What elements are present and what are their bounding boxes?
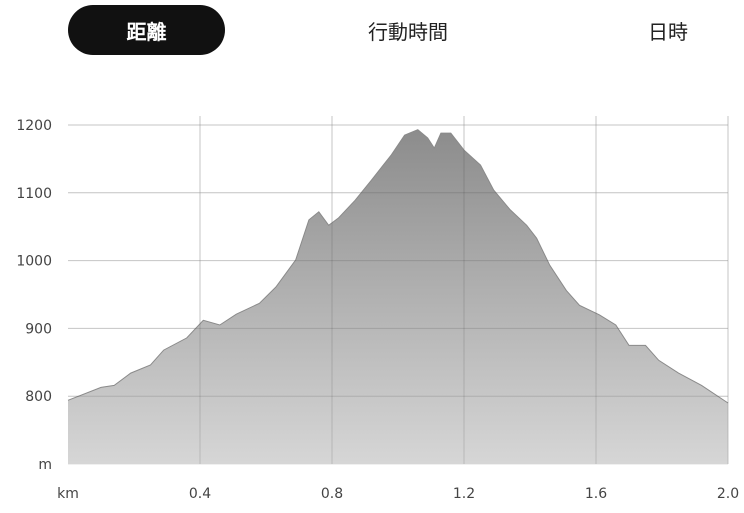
y-unit-label: m <box>38 457 52 473</box>
area-layer <box>67 129 729 464</box>
y-tick-label-800: 800 <box>25 389 52 405</box>
tab-activity-time[interactable]: 行動時間 <box>338 5 478 55</box>
y-tick-label-1000: 1000 <box>16 254 52 270</box>
x-tick-label-0.8: 0.8 <box>321 486 343 502</box>
tab-distance[interactable]: 距離 <box>68 5 225 55</box>
y-tick-label-900: 900 <box>25 321 52 337</box>
grid-lines <box>68 116 729 464</box>
x-tick-label-2: 2.0 <box>717 486 739 502</box>
y-tick-label-1200: 1200 <box>16 118 52 134</box>
tab-activity-time-label: 行動時間 <box>368 19 448 44</box>
axis-labels: 800 900 1000 1100 1200 mkm 0.4 0.8 1.2 1.6 2.0 <box>16 118 739 502</box>
elevation-area <box>68 129 728 464</box>
tab-distance-label: 距離 <box>126 19 167 44</box>
tab-date-time[interactable]: 日時 <box>598 5 738 55</box>
x-tick-label-0.4: 0.4 <box>189 486 211 502</box>
y-tick-label-1100: 1100 <box>16 186 52 202</box>
tab-date-time-label: 日時 <box>648 19 688 44</box>
elevation-line <box>67 129 729 404</box>
x-tick-label-1.6: 1.6 <box>585 486 607 502</box>
x-unit-label: km <box>57 486 79 502</box>
x-tick-label-1.2: 1.2 <box>453 486 475 502</box>
